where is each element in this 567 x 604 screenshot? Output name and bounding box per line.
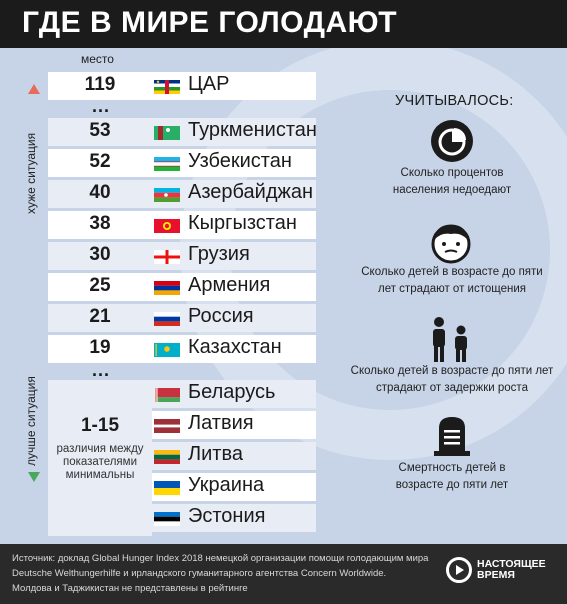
- factor-text: Сколько детей в возрасте до пяти лет стр…: [348, 264, 556, 298]
- pie-chart-icon: [431, 120, 473, 162]
- better-arrow-icon: [28, 472, 40, 482]
- kazakhstan-flag: [154, 343, 180, 357]
- russia-flag: [154, 312, 180, 326]
- country-name: Азербайджан: [188, 181, 314, 203]
- gravestone-icon: [431, 414, 473, 458]
- country-name: Туркменистан: [188, 119, 317, 141]
- uzbekistan-flag: [154, 157, 180, 171]
- factor-line: населения недоедают: [392, 184, 512, 196]
- rank-value: 30: [89, 244, 111, 265]
- belarus-flag: [154, 388, 180, 402]
- country-name: Казахстан: [188, 336, 282, 358]
- country-name: Грузия: [188, 243, 250, 265]
- factor-text: Смертность детей в возрасте до пяти лет: [380, 460, 524, 494]
- ranking-row: 30 Грузия: [48, 242, 316, 270]
- ellipsis: ...: [92, 360, 111, 380]
- rank-value: 25: [89, 275, 111, 296]
- rank-value: 19: [89, 337, 111, 358]
- rank-value: 53: [89, 120, 111, 141]
- country-name: Эстония: [188, 505, 266, 527]
- rank-value: 119: [84, 74, 116, 95]
- country-name: Кыргызстан: [188, 212, 297, 234]
- factor-line: Сколько детей в возрасте до пяти: [361, 266, 543, 278]
- page-title: ГДЕ В МИРЕ ГОЛОДАЮТ: [22, 6, 398, 39]
- group-row: Литва: [152, 442, 316, 470]
- children-icon: [428, 316, 474, 364]
- ranking-row: 53 Туркменистан: [48, 118, 317, 146]
- estonia-flag: [154, 512, 180, 526]
- factor-line: Сколько процентов: [400, 167, 504, 179]
- country-name: Россия: [188, 305, 254, 327]
- rank-value: 38: [89, 213, 111, 234]
- group-note: различия между показателями минимальны: [56, 443, 144, 481]
- country-name: Латвия: [188, 412, 254, 434]
- factor-line: Сколько детей в возрасте до пяти лет: [350, 365, 554, 377]
- country-name: ЦАР: [188, 73, 230, 95]
- factor-line: лет страдают от истощения: [378, 283, 526, 295]
- factor-line: Смертность детей в: [398, 462, 506, 474]
- ranking-row: 38 Кыргызстан: [48, 211, 316, 239]
- car-flag: [154, 80, 180, 94]
- factor-text: Сколько детей в возрасте до пяти лет стр…: [344, 363, 560, 397]
- header-bar: ГДЕ В МИРЕ ГОЛОДАЮТ: [0, 0, 567, 48]
- source-line: Источник: доклад Global Hunger Index 201…: [12, 553, 429, 564]
- rank-value: 40: [89, 182, 111, 203]
- worse-arrow-icon: [28, 84, 40, 94]
- factor-text: Сколько процентов населения недоедают: [372, 165, 532, 199]
- ranking-row: 52 Узбекистан: [48, 149, 316, 177]
- footer: Источник: доклад Global Hunger Index 201…: [0, 544, 567, 604]
- country-name: Узбекистан: [188, 150, 292, 172]
- ukraine-flag: [154, 481, 180, 495]
- turkmenistan-flag: [154, 126, 180, 140]
- source-line: Молдова и Таджикистан не представлены в …: [12, 583, 248, 594]
- place-column-label: место: [81, 52, 114, 66]
- ranking-row: 40 Азербайджан: [48, 180, 316, 208]
- factors-title: УЧИТЫВАЛОСЬ:: [395, 93, 514, 109]
- child-face-icon: [428, 220, 474, 266]
- country-name: Украина: [188, 474, 265, 496]
- armenia-flag: [154, 281, 180, 295]
- better-situation-label: лучше ситуация: [24, 376, 38, 466]
- brand-logo-text: НАСТОЯЩЕЕ ВРЕМЯ: [477, 559, 546, 581]
- country-name: Литва: [188, 443, 243, 465]
- ellipsis: ...: [92, 96, 111, 116]
- play-logo-icon: [446, 557, 472, 583]
- ranking-row: 25 Армения: [48, 273, 316, 301]
- ranking-row: 119 ЦАР: [48, 72, 316, 100]
- group-row: Латвия: [152, 411, 316, 439]
- rank-value: 52: [89, 151, 111, 172]
- ranking-row: 19 Казахстан: [48, 335, 316, 363]
- country-name: Беларусь: [188, 381, 276, 403]
- kyrgyzstan-flag: [154, 219, 180, 233]
- ranking-row: 21 Россия: [48, 304, 316, 332]
- factor-line: страдают от задержки роста: [376, 382, 528, 394]
- group-rank: 1-15: [80, 415, 120, 436]
- georgia-flag: [154, 250, 180, 264]
- group-row: Эстония: [152, 504, 316, 532]
- lithuania-flag: [154, 450, 180, 464]
- logo-line: ВРЕМЯ: [477, 569, 515, 581]
- logo-line: НАСТОЯЩЕЕ: [477, 558, 546, 570]
- worse-situation-label: хуже ситуация: [24, 132, 38, 214]
- rank-value: 21: [89, 306, 111, 327]
- factor-line: возрасте до пяти лет: [395, 479, 509, 491]
- group-row: Беларусь: [152, 380, 316, 408]
- azerbaijan-flag: [154, 188, 180, 202]
- country-name: Армения: [188, 274, 271, 296]
- top-group-block: 1-15 различия между показателями минимал…: [48, 380, 152, 536]
- source-note: Источник: доклад Global Hunger Index 201…: [12, 551, 452, 596]
- group-row: Украина: [152, 473, 316, 501]
- latvia-flag: [154, 419, 180, 433]
- source-line: Deutsche Welthungerhilfe и ирландского г…: [12, 568, 387, 579]
